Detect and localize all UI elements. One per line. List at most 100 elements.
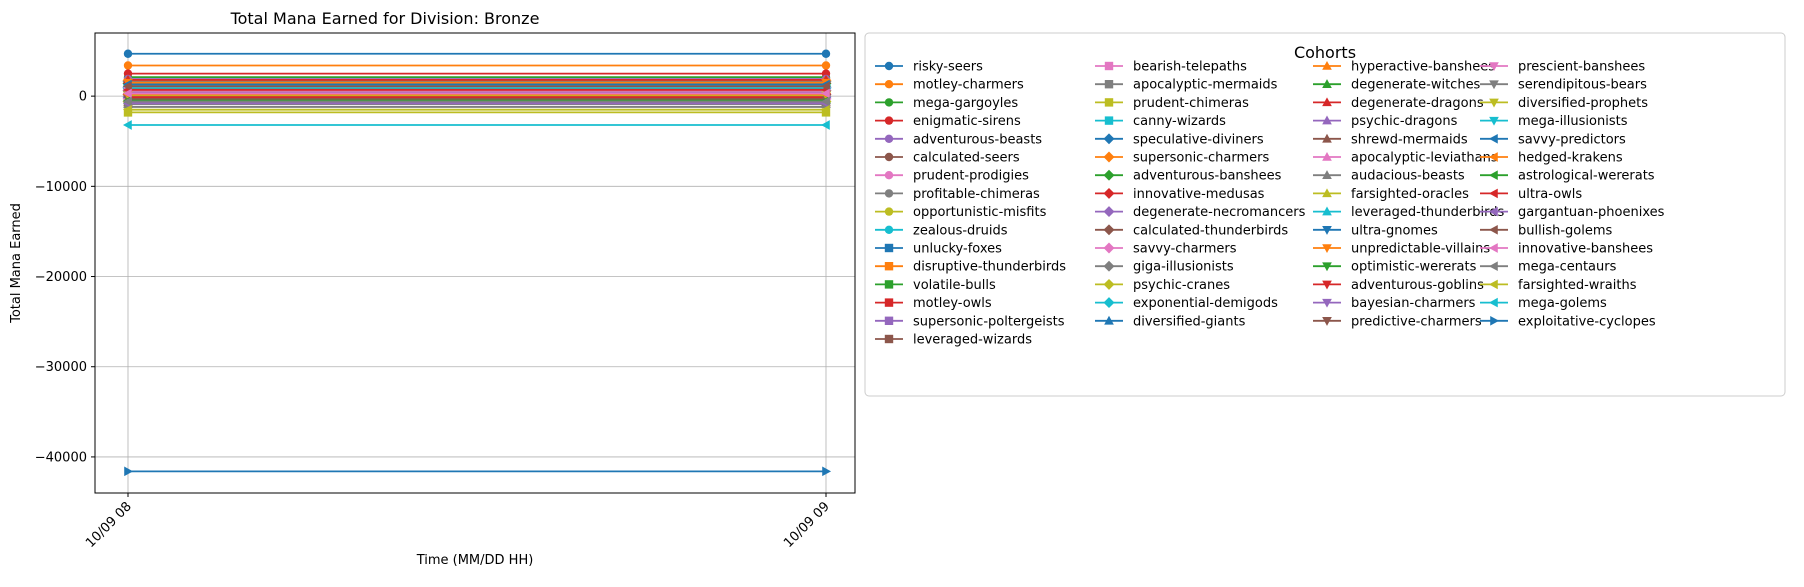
legend-item: calculated-thunderbirds: [1095, 223, 1288, 238]
legend-label: leveraged-thunderbirds: [1351, 205, 1504, 220]
legend-item: adventurous-banshees: [1095, 169, 1282, 184]
legend-swatch-marker: [1488, 261, 1498, 272]
legend-item: bullish-golems: [1480, 223, 1613, 238]
legend-label: predictive-charmers: [1351, 314, 1482, 329]
legend-items: risky-seers motley-charmers mega-gargoyles…: [875, 60, 1665, 348]
legend-swatch-marker: [1103, 206, 1115, 218]
legend-item: motley-owls: [875, 296, 992, 311]
legend-item: leveraged-thunderbirds: [1313, 205, 1504, 220]
legend-item: mega-centaurs: [1480, 260, 1617, 275]
legend-item: apocalyptic-leviathans: [1313, 151, 1498, 166]
legend-item: savvy-charmers: [1095, 242, 1237, 257]
y-axis-label: Total Mana Earned: [9, 203, 24, 324]
legend-swatch-marker: [1488, 133, 1498, 144]
legend-label: mega-illusionists: [1518, 114, 1628, 129]
legend-swatch-marker: [1489, 80, 1499, 90]
legend-swatch-marker: [1488, 170, 1498, 181]
legend-item: predictive-charmers: [1313, 314, 1482, 329]
legend-item: degenerate-witches: [1313, 78, 1481, 93]
legend-item: ultra-gnomes: [1313, 223, 1438, 238]
legend-swatch-marker: [884, 171, 894, 180]
legend-swatch-marker: [1322, 151, 1332, 161]
legend-label: opportunistic-misfits: [913, 205, 1047, 220]
legend-swatch-marker: [1322, 262, 1332, 272]
legend-item: farsighted-wraiths: [1480, 278, 1637, 293]
legend-swatch-marker: [1322, 79, 1332, 88]
legend-item: apocalyptic-mermaids: [1095, 78, 1278, 93]
legend-label: disruptive-thunderbirds: [913, 260, 1066, 275]
legend-label: bullish-golems: [1518, 223, 1613, 238]
legend-label: psychic-cranes: [1133, 278, 1230, 293]
legend-swatch-marker: [1322, 170, 1332, 179]
legend: Cohorts risky-seers motley-charmers mega-g…: [864, 32, 1786, 397]
legend-item: leveraged-wizards: [875, 333, 1032, 348]
legend-label: enigmatic-sirens: [913, 114, 1021, 129]
legend-label: audacious-beasts: [1351, 169, 1465, 184]
legend-swatch-marker: [884, 134, 894, 143]
data-point: [821, 49, 831, 58]
legend-swatch-marker: [1103, 242, 1115, 254]
data-point: [821, 61, 831, 70]
legend-label: bearish-telepaths: [1133, 60, 1247, 75]
legend-label: exploitative-cyclopes: [1518, 314, 1656, 329]
legend-swatch-marker: [884, 334, 894, 344]
legend-item: exploitative-cyclopes: [1480, 314, 1656, 329]
y-tick-label: −40000: [35, 450, 87, 465]
legend-swatch-marker: [884, 243, 894, 253]
legend-swatch-marker: [884, 116, 894, 125]
legend-item: adventurous-goblins: [1313, 278, 1484, 293]
legend-item: giga-illusionists: [1095, 260, 1234, 275]
x-tick-label: 10/09 09: [781, 499, 833, 551]
legend-item: bearish-telepaths: [1095, 60, 1247, 75]
legend-label: diversified-giants: [1133, 314, 1246, 329]
legend-item: bayesian-charmers: [1313, 296, 1476, 311]
legend-swatch-marker: [1104, 61, 1114, 71]
legend-label: risky-seers: [913, 60, 983, 75]
data-point: [122, 96, 132, 107]
legend-swatch-marker: [1488, 206, 1498, 217]
series-innovative-banshees: [122, 88, 830, 99]
legend-swatch-marker: [1322, 244, 1332, 254]
legend-swatch-marker: [884, 152, 894, 162]
legend-label: hedged-krakens: [1518, 151, 1623, 166]
legend-item: mega-golems: [1480, 296, 1607, 311]
series-risky-seers: [123, 49, 831, 58]
legend-item: mega-illusionists: [1480, 114, 1628, 129]
legend-swatch-marker: [1488, 243, 1498, 253]
legend-item: gargantuan-phoenixes: [1480, 205, 1665, 220]
legend-swatch-marker: [1322, 317, 1332, 326]
legend-item: zealous-druids: [875, 223, 1008, 238]
data-point: [123, 61, 133, 70]
legend-swatch-marker: [1322, 226, 1332, 235]
series-mega-golems: [122, 120, 830, 130]
legend-item: hyperactive-banshees: [1313, 60, 1495, 75]
legend-item: supersonic-poltergeists: [875, 314, 1065, 329]
legend-label: canny-wizards: [1133, 114, 1226, 129]
data-point: [124, 466, 134, 477]
legend-label: optimistic-wererats: [1351, 260, 1477, 275]
legend-swatch-marker: [884, 262, 894, 271]
legend-swatch-marker: [1104, 315, 1114, 325]
legend-swatch-marker: [884, 316, 894, 325]
series-motley-charmers: [123, 61, 831, 70]
series-mega-centaurs: [122, 96, 830, 107]
legend-item: diversified-prophets: [1480, 96, 1648, 111]
legend-swatch-marker: [884, 280, 894, 289]
legend-item: enigmatic-sirens: [875, 114, 1021, 129]
legend-swatch-marker: [1322, 298, 1332, 308]
legend-item: profitable-chimeras: [875, 187, 1040, 202]
legend-label: adventurous-banshees: [1133, 169, 1282, 184]
legend-label: savvy-predictors: [1518, 132, 1626, 147]
x-tick-label: 10/09 08: [83, 499, 135, 551]
legend-label: adventurous-beasts: [913, 132, 1042, 147]
data-point: [123, 49, 133, 58]
legend-label: serendipitous-bears: [1518, 78, 1647, 93]
legend-label: apocalyptic-mermaids: [1133, 78, 1278, 93]
legend-swatch-marker: [1489, 98, 1499, 108]
legend-label: gargantuan-phoenixes: [1518, 205, 1665, 220]
chart-title: Total Mana Earned for Division: Bronze: [230, 9, 540, 28]
legend-item: unlucky-foxes: [875, 242, 1002, 257]
legend-item: optimistic-wererats: [1313, 260, 1477, 275]
legend-label: diversified-prophets: [1518, 96, 1648, 111]
legend-label: ultra-owls: [1518, 187, 1582, 202]
